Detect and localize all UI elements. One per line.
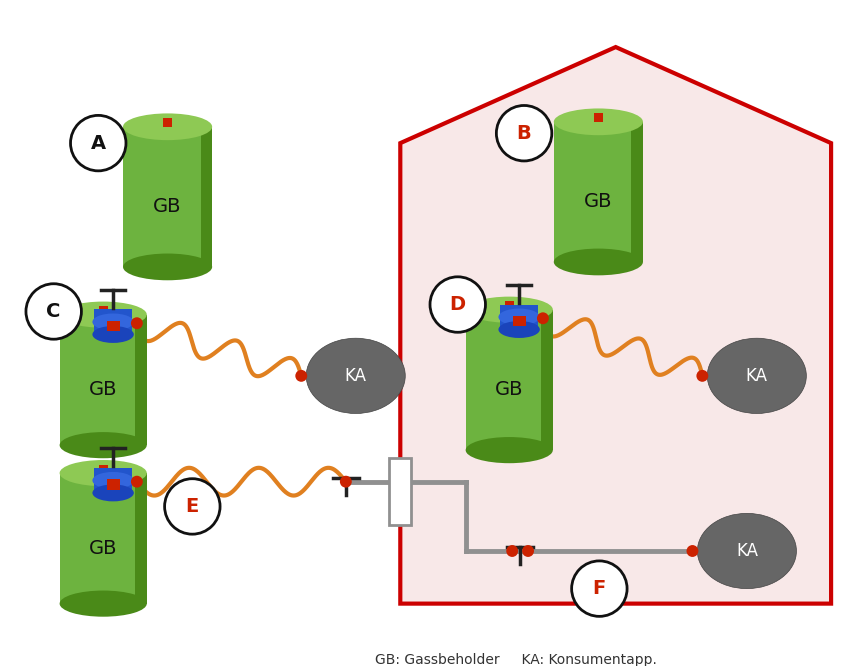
Circle shape <box>685 545 697 557</box>
Circle shape <box>339 476 351 488</box>
Bar <box>123 127 212 267</box>
Ellipse shape <box>465 296 552 323</box>
Circle shape <box>571 561 626 616</box>
Ellipse shape <box>707 338 805 414</box>
Bar <box>593 113 602 123</box>
Bar <box>541 310 552 450</box>
Circle shape <box>295 370 307 382</box>
Text: A: A <box>90 134 106 153</box>
Ellipse shape <box>123 254 212 280</box>
Text: KA: KA <box>735 542 757 560</box>
Ellipse shape <box>92 472 133 489</box>
Circle shape <box>164 479 220 534</box>
Ellipse shape <box>59 432 146 458</box>
Circle shape <box>131 317 143 329</box>
Bar <box>499 304 537 330</box>
Bar <box>135 314 146 445</box>
Ellipse shape <box>59 302 146 328</box>
Text: GB: GB <box>153 197 182 216</box>
Ellipse shape <box>553 248 642 275</box>
Bar <box>99 306 108 315</box>
Bar <box>465 310 552 450</box>
Text: GB: GB <box>584 192 612 211</box>
Text: KA: KA <box>745 367 767 385</box>
Text: GB: Gassbeholder     KA: Konsumentapp.: GB: Gassbeholder KA: Konsumentapp. <box>375 653 657 666</box>
Ellipse shape <box>306 338 405 414</box>
Text: GB: GB <box>494 380 523 400</box>
Ellipse shape <box>92 326 133 343</box>
Circle shape <box>696 370 708 382</box>
Circle shape <box>496 105 551 161</box>
Ellipse shape <box>498 308 539 326</box>
Text: GB: GB <box>89 539 117 557</box>
Circle shape <box>430 277 485 332</box>
Ellipse shape <box>92 484 133 501</box>
Bar <box>135 473 146 603</box>
Bar <box>505 302 513 310</box>
Ellipse shape <box>498 321 539 338</box>
Text: E: E <box>185 497 199 516</box>
Bar <box>94 468 132 493</box>
Bar <box>107 479 120 490</box>
Bar <box>59 314 146 445</box>
Text: C: C <box>46 302 61 321</box>
Polygon shape <box>400 47 830 603</box>
Bar <box>201 127 212 267</box>
Bar <box>99 465 108 474</box>
Ellipse shape <box>465 437 552 463</box>
Bar <box>94 310 132 334</box>
Ellipse shape <box>123 113 212 140</box>
Ellipse shape <box>59 591 146 617</box>
Circle shape <box>536 312 548 324</box>
Text: D: D <box>449 295 465 314</box>
Text: F: F <box>592 579 605 598</box>
Bar <box>630 122 642 262</box>
Circle shape <box>71 115 126 171</box>
Ellipse shape <box>59 460 146 486</box>
Text: B: B <box>516 124 531 143</box>
Bar <box>512 316 525 326</box>
Circle shape <box>26 284 81 339</box>
Ellipse shape <box>92 314 133 330</box>
Circle shape <box>522 545 533 557</box>
Bar <box>389 458 411 525</box>
Text: KA: KA <box>344 367 366 385</box>
Ellipse shape <box>697 513 796 589</box>
Bar <box>59 473 146 603</box>
Text: GB: GB <box>89 380 117 400</box>
Bar <box>163 119 172 127</box>
Bar <box>553 122 642 262</box>
Circle shape <box>505 545 517 557</box>
Ellipse shape <box>553 109 642 135</box>
Circle shape <box>131 476 143 488</box>
Bar <box>107 321 120 331</box>
